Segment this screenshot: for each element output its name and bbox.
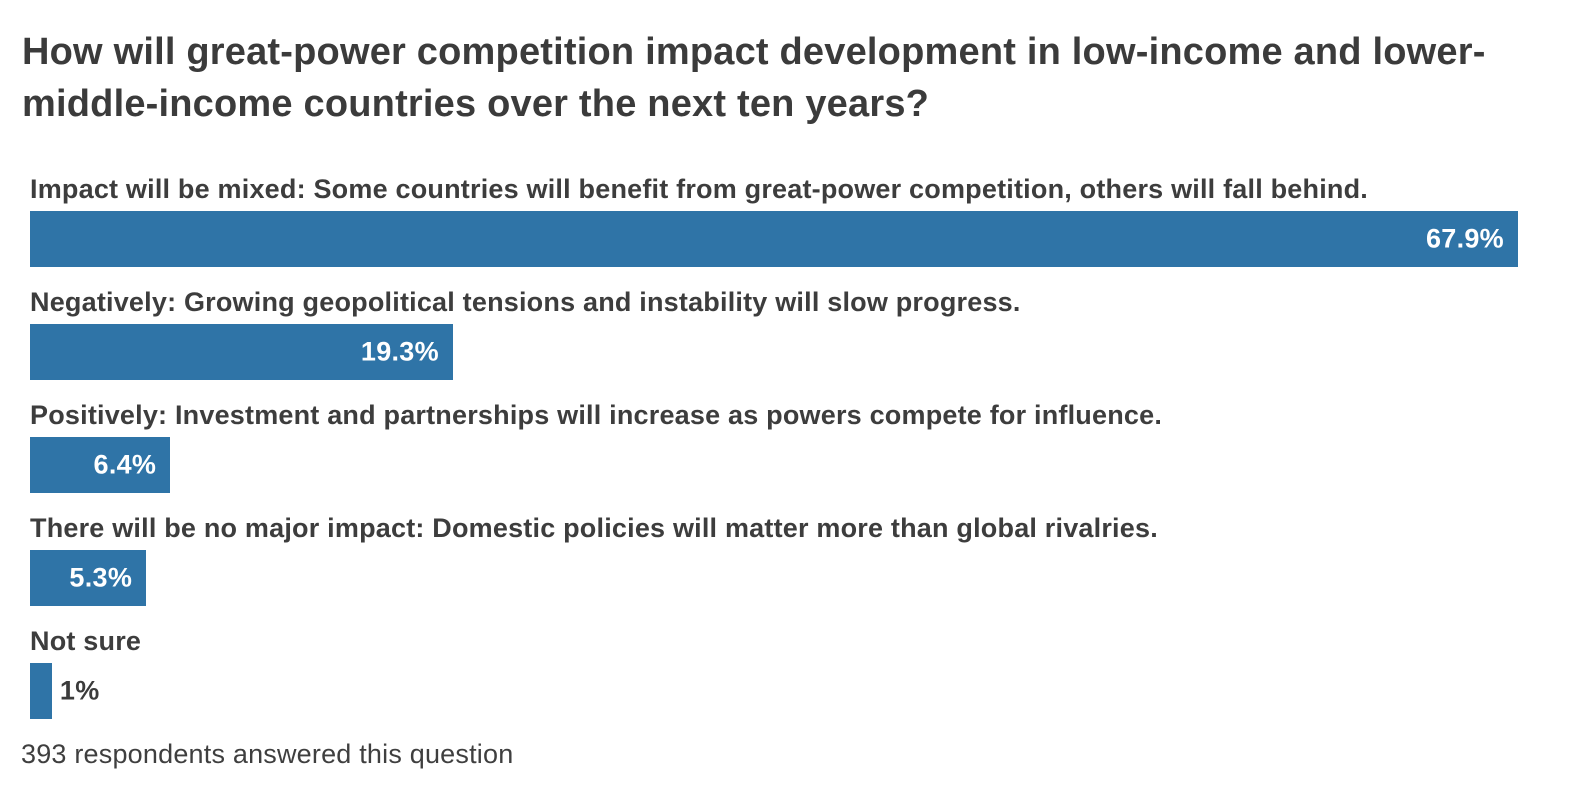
bar-row: Not sure 1% bbox=[30, 626, 1518, 719]
bar-row: There will be no major impact: Domestic … bbox=[30, 513, 1518, 606]
bar-label: There will be no major impact: Domestic … bbox=[30, 513, 1158, 543]
bar-label: Impact will be mixed: Some countries wil… bbox=[30, 174, 1368, 204]
bar: 6.4% bbox=[30, 437, 171, 493]
bar: 19.3% bbox=[30, 324, 453, 380]
bar-value: 5.3% bbox=[69, 562, 133, 593]
bar-row: Negatively: Growing geopolitical tension… bbox=[30, 287, 1518, 380]
bar-row: Positively: Investment and partnerships … bbox=[30, 400, 1518, 493]
respondent-count-note: 393 respondents answered this question bbox=[21, 739, 514, 769]
survey-chart-page: How will great-power competition impact … bbox=[0, 26, 1588, 810]
bar-rows: Impact will be mixed: Some countries wil… bbox=[30, 174, 1518, 719]
bar-label: Negatively: Growing geopolitical tension… bbox=[30, 287, 1021, 317]
bar: 67.9% bbox=[30, 211, 1518, 267]
bar-track: 67.9% bbox=[30, 211, 1518, 267]
bar-value: 19.3% bbox=[360, 336, 439, 367]
bar-label: Positively: Investment and partnerships … bbox=[30, 400, 1163, 430]
bar-label: Not sure bbox=[30, 626, 142, 656]
bar-value: 6.4% bbox=[93, 449, 157, 480]
bar-row: Impact will be mixed: Some countries wil… bbox=[30, 174, 1518, 267]
bar-track: 5.3% bbox=[30, 550, 1518, 606]
bar-track: 19.3% bbox=[30, 324, 1518, 380]
bar-track: 1% bbox=[30, 663, 1518, 719]
bar-track: 6.4% bbox=[30, 437, 1518, 493]
bar: 1% bbox=[30, 663, 99, 719]
bar-value: 67.9% bbox=[1425, 223, 1504, 254]
chart-title: How will great-power competition impact … bbox=[22, 31, 1486, 125]
bar-value: 1% bbox=[59, 675, 100, 706]
bar: 5.3% bbox=[30, 550, 147, 606]
